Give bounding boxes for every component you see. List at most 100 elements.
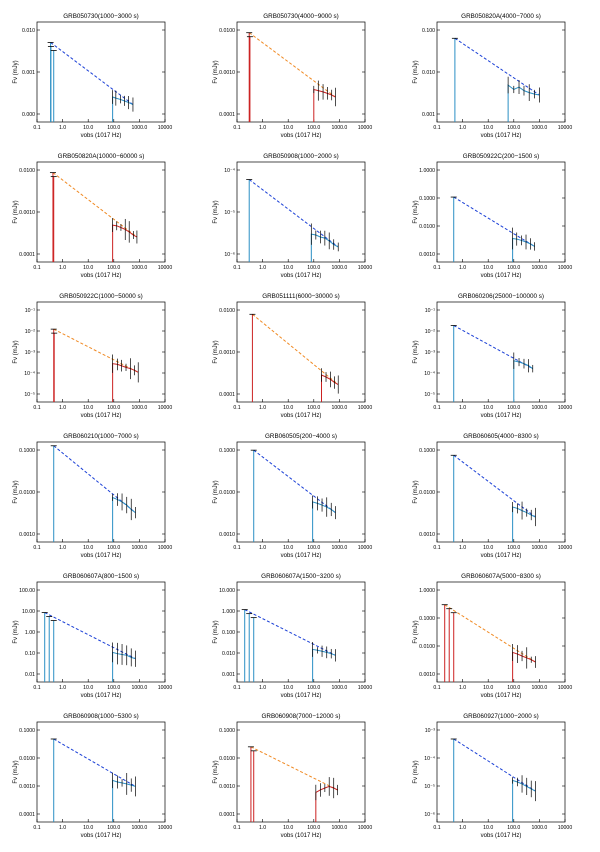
y-tick-label: 1.000 [222, 609, 235, 615]
y-axis-label: Fν (mJy) [13, 480, 19, 503]
x-tick-label: 10000 [358, 545, 373, 551]
x-tick-label: 1000.0 [531, 125, 547, 131]
sed-panel: GRB060908(7000−12000 s) 0.1 1.0 10.0 100.0 10… [213, 713, 372, 839]
x-tick-label: 1.0 [59, 825, 66, 831]
x-tick-label: 10000 [158, 405, 173, 411]
panel-title: GRB060607A(1500−3200 s) [261, 573, 341, 580]
x-tick-label: 10000 [358, 825, 373, 831]
x-tick-label: 0.1 [433, 545, 440, 551]
x-tick-label: 1000.0 [531, 265, 547, 271]
plot-frame [436, 581, 566, 683]
y-axis-label: Fν (mJy) [13, 340, 19, 363]
y-tick-label: 10⁻⁶ [224, 252, 235, 258]
sed-panel: GRB060210(1000−7000 s) 0.1 1.0 10.0 100.0 100… [13, 433, 172, 559]
model-line [44, 612, 136, 660]
sed-panel: GRB050922C(1000−50000 s) 0.1 1.0 10.0 100.0 1… [13, 293, 172, 419]
x-axis-label: νobs (1017 Hz) [81, 133, 122, 139]
x-tick-label: 10000 [558, 825, 573, 831]
x-tick-label: 100.0 [107, 265, 120, 271]
x-tick-label: 1000.0 [131, 125, 147, 131]
x-axis-label: νobs (1017 Hz) [81, 553, 122, 559]
x-tick-label: 1.0 [459, 545, 466, 551]
x-tick-label: 100.0 [307, 685, 320, 691]
x-tick-label: 0.1 [33, 405, 40, 411]
x-tick-label: 10.0 [283, 545, 293, 551]
x-tick-label: 100.0 [307, 265, 320, 271]
x-tick-label: 1000.0 [131, 685, 147, 691]
x-tick-label: 1000.0 [131, 265, 147, 271]
y-tick-label: 0.0010 [219, 70, 235, 76]
y-tick-label: 0.1000 [19, 728, 35, 734]
x-tick-label: 0.1 [433, 405, 440, 411]
model-line [244, 609, 336, 656]
xray-fit-curve [512, 779, 536, 822]
xray-fit-curve [112, 224, 138, 262]
x-tick-label: 1000.0 [531, 825, 547, 831]
xray-fit-curve [112, 779, 136, 822]
plot-frame [236, 301, 366, 403]
y-tick-label: 0.0100 [19, 756, 35, 762]
plot-frame [236, 161, 366, 263]
x-tick-label: 1.0 [459, 265, 466, 271]
y-tick-label: 10⁻³ [425, 350, 436, 356]
x-tick-label: 10.0 [83, 685, 93, 691]
x-tick-label: 100.0 [307, 125, 320, 131]
x-tick-label: 10000 [558, 265, 573, 271]
panel-title: GRB050922C(200−1500 s) [463, 153, 540, 160]
y-tick-label: 0.0010 [419, 252, 435, 258]
x-tick-label: 1.0 [459, 685, 466, 691]
x-tick-label: 10000 [358, 265, 373, 271]
x-tick-label: 100.0 [107, 825, 120, 831]
panel-title: GRB060908(7000−12000 s) [262, 713, 341, 720]
x-axis-label: νobs (1017 Hz) [281, 133, 322, 139]
y-tick-label: 0.1000 [219, 728, 235, 734]
model-line [453, 325, 533, 370]
y-tick-label: 0.001 [422, 112, 435, 118]
y-tick-label: 0.0100 [419, 644, 435, 650]
plot-frame [36, 721, 166, 823]
x-tick-label: 10.0 [283, 405, 293, 411]
panel-title: GRB050730(1000−3000 s) [63, 13, 138, 20]
x-tick-label: 10.0 [483, 825, 493, 831]
xray-fit-curve [315, 785, 338, 822]
y-tick-label: 0.1000 [419, 616, 435, 622]
plot-frame [236, 721, 366, 823]
panel-title: GRB060505(200−4000 s) [265, 433, 337, 440]
x-tick-label: 100.0 [507, 825, 520, 831]
xray-fit-curve [512, 506, 536, 542]
x-axis-label: νobs (1017 Hz) [281, 273, 322, 279]
x-tick-label: 100.0 [507, 405, 520, 411]
x-tick-label: 10000 [558, 405, 573, 411]
y-tick-label: 0.001 [22, 70, 35, 76]
y-tick-label: 0.010 [422, 70, 435, 76]
x-tick-label: 10.0 [283, 125, 293, 131]
plot-frame [36, 581, 166, 683]
y-tick-label: 0.0010 [219, 350, 235, 356]
x-axis-label: νobs (1017 Hz) [81, 413, 122, 419]
x-axis-label: νobs (1017 Hz) [481, 413, 522, 419]
y-tick-label: 10⁻¹ [25, 308, 36, 314]
y-tick-label: 0.1000 [419, 448, 435, 454]
model-line [453, 454, 536, 518]
y-axis-label: Fν (mJy) [13, 620, 19, 643]
x-tick-label: 100.0 [507, 685, 520, 691]
x-tick-label: 10000 [158, 685, 173, 691]
sed-panel: GRB060505(200−4000 s) 0.1 1.0 10.0 100.0 1000… [213, 433, 372, 559]
x-tick-label: 10.0 [83, 265, 93, 271]
panel-title: GRB060927(1000−2000 s) [463, 713, 538, 720]
y-tick-label: 10⁻² [25, 329, 36, 335]
y-tick-label: 100.00 [19, 588, 35, 594]
y-tick-label: 10⁻⁵ [424, 784, 435, 790]
y-tick-label: 0.0010 [19, 210, 35, 216]
y-tick-label: 1.0000 [419, 168, 435, 174]
y-tick-label: 10⁻⁵ [24, 392, 35, 398]
x-tick-label: 1000.0 [531, 545, 547, 551]
x-axis-label: νobs (1017 Hz) [481, 273, 522, 279]
plot-frame [236, 581, 366, 683]
y-axis-label: Fν (mJy) [13, 200, 19, 223]
x-tick-label: 0.1 [33, 125, 40, 131]
y-axis-label: Fν (mJy) [213, 200, 219, 223]
x-tick-label: 0.1 [233, 265, 240, 271]
xray-fit-curve [512, 237, 535, 262]
